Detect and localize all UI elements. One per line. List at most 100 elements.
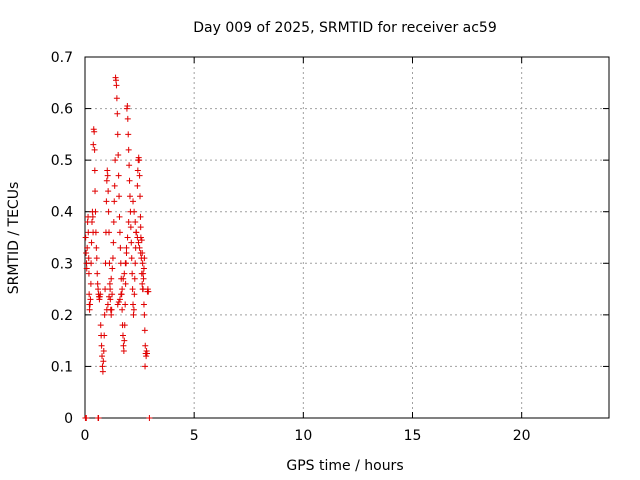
data-point [119,306,126,313]
data-point [103,306,110,313]
data-point [129,286,136,293]
chart-title: Day 009 of 2025, SRMTID for receiver ac5… [193,20,497,36]
data-point [83,249,90,256]
data-point [140,275,147,282]
x-axis-label: GPS time / hours [286,458,403,474]
data-point [83,415,90,421]
data-point [131,208,138,215]
data-point [91,128,98,135]
data-point [119,332,126,339]
data-point [139,249,146,256]
data-point [109,291,116,298]
data-point [121,270,128,277]
data-point [127,224,134,231]
y-tick-label: 0.5 [51,153,73,169]
data-point [107,286,114,293]
data-point [137,213,144,220]
data-point [99,353,106,360]
x-tick-label: 15 [404,428,422,444]
data-point [82,234,89,241]
data-point [99,368,106,375]
data-point [105,188,112,195]
data-point [123,249,130,256]
data-point [89,213,96,220]
data-point [110,239,117,246]
data-point [113,77,120,84]
data-point [85,270,92,277]
data-point [119,286,126,293]
data-point [142,363,149,370]
data-point [86,306,93,313]
data-point [100,347,107,354]
data-point [140,265,147,272]
data-point [83,265,90,272]
data-point [94,270,101,277]
data-point [126,177,133,184]
data-point [92,229,99,236]
data-point [115,172,122,179]
data-point [88,219,95,226]
data-point [121,322,128,329]
x-tick-label: 0 [81,428,90,444]
data-point [128,255,135,262]
y-axis-label: SRMTID / TECUs [6,182,22,295]
data-point [114,110,121,117]
data-point [103,198,110,205]
data-point [94,280,101,287]
data-point [122,280,129,287]
data-point [139,260,146,267]
data-point [143,353,150,360]
data-point [120,275,127,282]
data-point [87,296,94,303]
data-point [103,177,110,184]
data-point [116,193,123,200]
data-point [122,301,129,308]
data-point [114,131,121,138]
data-point [85,255,92,262]
x-tick-label: 5 [190,428,199,444]
data-point [104,172,111,179]
data-point [95,286,102,293]
data-point [88,260,95,267]
x-tick-label: 10 [294,428,312,444]
y-tick-label: 0.4 [51,205,73,221]
data-point [107,296,114,303]
data-point [140,270,147,277]
data-point [93,255,100,262]
data-point [106,260,113,267]
data-point [129,270,136,277]
y-tick-label: 0.3 [51,256,73,272]
data-point [141,255,148,262]
data-point [131,275,138,282]
data-point [122,260,129,267]
data-point [108,311,115,318]
data-point [137,234,144,241]
data-point [101,311,108,318]
data-point [106,280,113,287]
data-point [124,102,131,109]
data-point [125,131,132,138]
data-point [126,193,133,200]
data-point [142,342,149,349]
data-point [145,288,152,295]
data-point [141,327,148,334]
data-point [108,275,115,282]
grid-lines [85,57,609,418]
data-point [105,208,112,215]
y-tick-label: 0.2 [51,308,73,324]
data-point [86,291,93,298]
data-point [131,291,138,298]
data-point [138,237,145,244]
data-point [125,146,132,153]
data-point [132,260,139,267]
data-point [91,167,98,174]
data-point [84,244,91,251]
data-point [104,167,111,174]
data-point [136,157,143,164]
y-tick-label: 0.7 [51,50,73,66]
x-tick-label: 20 [513,428,531,444]
data-point [113,82,120,89]
data-point [106,229,113,236]
data-point [92,208,99,215]
